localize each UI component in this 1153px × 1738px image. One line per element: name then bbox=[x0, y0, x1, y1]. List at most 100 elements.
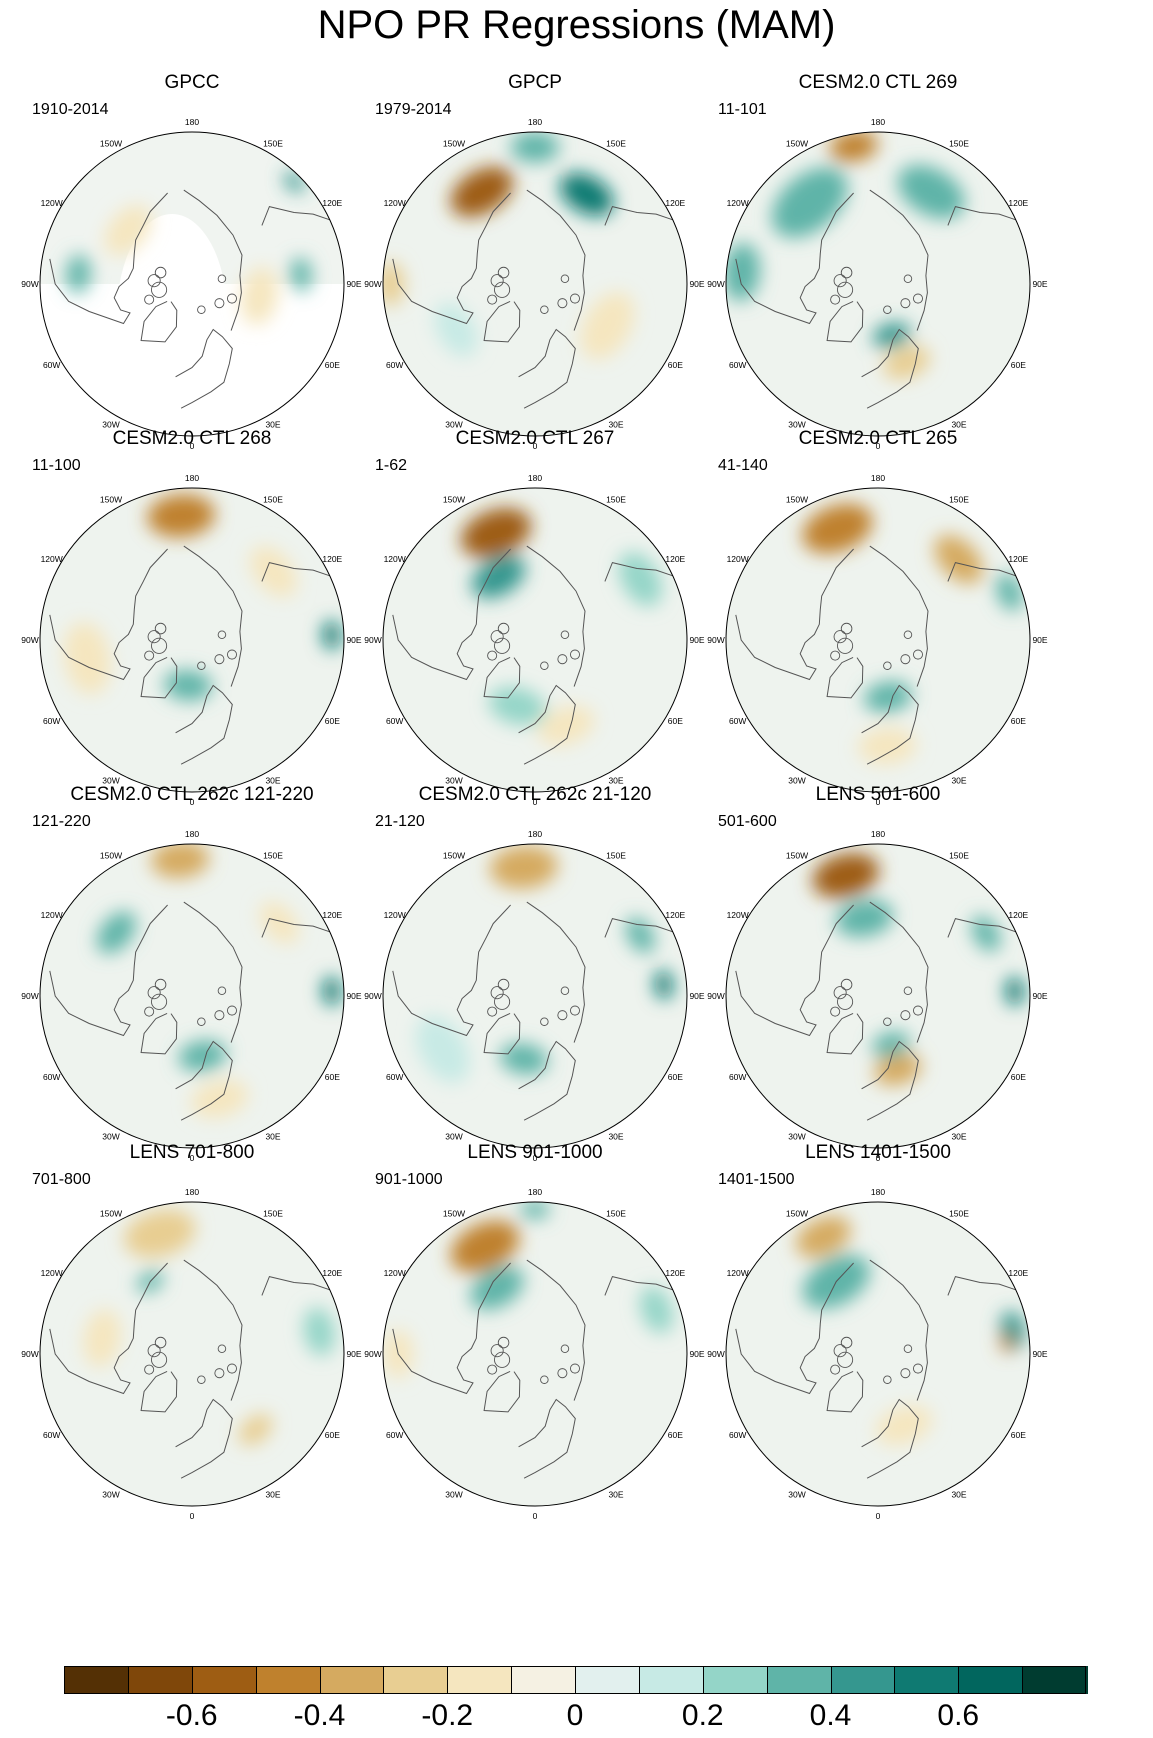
island-outline bbox=[900, 1010, 911, 1021]
coastline bbox=[392, 904, 511, 1037]
longitude-label: 0 bbox=[876, 1153, 881, 1163]
island-outline bbox=[494, 993, 511, 1010]
map-panel: CESM2.0 CTL 267 180 150E 120E 90E 60E 30E 0 30W 6… bbox=[343, 428, 727, 823]
anomaly-region bbox=[96, 911, 136, 954]
coastline bbox=[869, 189, 929, 331]
longitude-label: 30W bbox=[445, 1489, 462, 1499]
coastline bbox=[175, 684, 233, 765]
coastline bbox=[735, 1262, 854, 1395]
panel-title: GPCC bbox=[164, 72, 220, 93]
island-outline bbox=[903, 986, 913, 995]
map-border bbox=[382, 131, 688, 437]
coastline bbox=[526, 1259, 586, 1401]
island-outline bbox=[903, 1344, 913, 1353]
polar-map: 180 150E 120E 90E 60E 30E 0 30W 60W 90W 120W 150W bbox=[707, 117, 1048, 451]
anomaly-region bbox=[996, 573, 1023, 611]
island-outline bbox=[497, 266, 510, 279]
year-range: 1910-2014 bbox=[32, 101, 109, 118]
longitude-label: 120E bbox=[322, 910, 342, 920]
longitude-label: 60W bbox=[43, 1430, 60, 1440]
island-outline bbox=[883, 305, 892, 314]
longitude-label: 90W bbox=[21, 1349, 38, 1359]
anomaly-region bbox=[873, 1053, 922, 1086]
longitude-label: 0 bbox=[533, 797, 538, 807]
year-range: 901-1000 bbox=[375, 1171, 443, 1188]
anomaly-region bbox=[290, 257, 312, 292]
year-range: 1401-1500 bbox=[718, 1171, 795, 1188]
coastline bbox=[392, 548, 511, 681]
map-panel: CESM2.0 CTL 265 180 150E 120E 90E 60E 30E 0 30W 6… bbox=[686, 428, 1070, 823]
longitude-label: 60W bbox=[386, 1430, 403, 1440]
longitude-label: 90E bbox=[1032, 1349, 1047, 1359]
coastline bbox=[526, 189, 586, 331]
coastline bbox=[526, 545, 586, 687]
coastline bbox=[175, 1040, 233, 1121]
island-outline bbox=[217, 986, 227, 995]
island-outline bbox=[487, 650, 498, 661]
longitude-label: 150E bbox=[606, 851, 626, 861]
longitude-label: 0 bbox=[876, 1511, 881, 1521]
longitude-label: 150W bbox=[100, 495, 122, 505]
island-outline bbox=[494, 637, 511, 654]
anomaly-region bbox=[322, 620, 341, 650]
longitude-label: 30E bbox=[265, 419, 280, 429]
panel-title: LENS 701-800 bbox=[129, 1142, 255, 1163]
anomaly-region bbox=[471, 555, 526, 599]
longitude-label: 90W bbox=[21, 279, 38, 289]
colorbar-swatch bbox=[511, 1666, 577, 1694]
coastline bbox=[140, 1012, 178, 1055]
island-outline bbox=[197, 1375, 206, 1384]
map-panel: LENS 501-600 180 150E 120E 90E 60E 30E 0 30W 60W 9… bbox=[686, 784, 1070, 1179]
longitude-label: 120W bbox=[727, 1268, 749, 1278]
longitude-label: 30W bbox=[102, 1489, 119, 1499]
island-outline bbox=[144, 1364, 155, 1375]
anomaly-region bbox=[83, 1309, 121, 1368]
coastline bbox=[261, 206, 330, 226]
longitude-label: 60W bbox=[43, 360, 60, 370]
island-outline bbox=[487, 1364, 498, 1375]
longitude-label: 120E bbox=[1008, 1268, 1028, 1278]
colorbar-swatch bbox=[383, 1666, 449, 1694]
year-range: 41-140 bbox=[718, 457, 768, 474]
colorbar-tick-label: 0.6 bbox=[937, 1699, 980, 1732]
longitude-label: 120W bbox=[384, 198, 406, 208]
island-outline bbox=[840, 266, 853, 279]
anomaly-region bbox=[163, 670, 213, 701]
panel-title: LENS 1401-1500 bbox=[805, 1142, 951, 1163]
colorbar-tick-label: 0.4 bbox=[809, 1699, 852, 1732]
longitude-label: 30W bbox=[788, 1131, 805, 1141]
longitude-label: 150E bbox=[263, 851, 283, 861]
longitude-label: 30E bbox=[951, 1489, 966, 1499]
island-outline bbox=[903, 630, 913, 639]
map-border bbox=[382, 843, 688, 1149]
longitude-label: 30E bbox=[951, 1131, 966, 1141]
map-background bbox=[726, 844, 1030, 1148]
longitude-label: 120E bbox=[322, 1268, 342, 1278]
colorbar-swatch bbox=[638, 1666, 705, 1694]
coastline bbox=[861, 328, 919, 409]
island-outline bbox=[840, 978, 853, 991]
coastline bbox=[826, 300, 864, 343]
coastline bbox=[140, 300, 178, 343]
coastline bbox=[826, 1370, 864, 1413]
panel-title: LENS 901-1000 bbox=[467, 1142, 603, 1163]
longitude-label: 120E bbox=[322, 554, 342, 564]
anomaly-region bbox=[147, 494, 216, 538]
anomaly-region bbox=[178, 1040, 227, 1072]
year-range: 501-600 bbox=[718, 813, 777, 830]
longitude-label: 60W bbox=[729, 360, 746, 370]
anomaly-region bbox=[489, 845, 558, 889]
map-background bbox=[383, 132, 687, 436]
polar-map: 180 150E 120E 90E 60E 30E 0 30W 60W 90W 120W 150W bbox=[21, 1187, 362, 1521]
island-outline bbox=[557, 654, 568, 665]
year-range: 121-220 bbox=[32, 813, 91, 830]
longitude-label: 30W bbox=[788, 775, 805, 785]
island-outline bbox=[144, 1006, 155, 1017]
island-outline bbox=[151, 637, 168, 654]
longitude-label: 60E bbox=[1011, 716, 1026, 726]
anomaly-region bbox=[971, 915, 1001, 952]
longitude-label: 0 bbox=[876, 441, 881, 451]
map-panel: LENS 701-800 180 150E 120E 90E 60E 30E 0 30W 60W 9… bbox=[0, 1142, 384, 1537]
anomaly-region bbox=[883, 346, 931, 380]
island-outline bbox=[900, 654, 911, 665]
